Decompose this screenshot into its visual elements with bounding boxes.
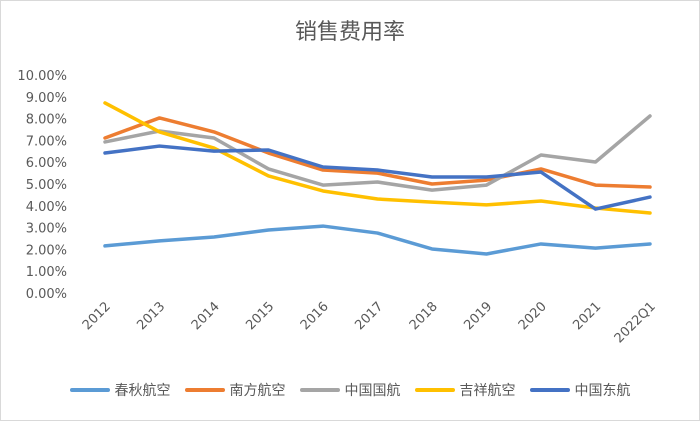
- x-tick-label: 2020: [516, 299, 550, 333]
- y-tick-label: 7.00%: [26, 134, 67, 149]
- chart-title: 销售费用率: [294, 20, 405, 45]
- legend-item: 南方航空: [184, 380, 286, 400]
- y-tick-label: 0.00%: [26, 287, 67, 302]
- legend-item: 春秋航空: [69, 380, 171, 400]
- x-tick-label: 2013: [134, 299, 168, 333]
- x-tick-label: 2018: [407, 299, 441, 333]
- legend-swatch: [414, 388, 455, 392]
- series-line-0: [103, 224, 652, 256]
- legend-label: 吉祥航空: [459, 383, 516, 399]
- y-tick-label: 2.00%: [26, 243, 67, 258]
- y-tick-label: 1.00%: [26, 265, 67, 280]
- x-tick-label: 2014: [189, 299, 223, 333]
- legend-item: 中国国航: [299, 380, 401, 400]
- legend-label: 南方航空: [229, 383, 286, 399]
- legend: 春秋航空 南方航空 中国国航 吉祥航空 中国东航: [0, 380, 700, 400]
- legend-label: 中国东航: [574, 383, 631, 399]
- y-tick-label: 8.00%: [26, 113, 67, 128]
- x-tick-label: 2019: [461, 299, 495, 333]
- y-tick-label: 10.00%: [17, 69, 67, 84]
- x-tick-label: 2016: [298, 299, 332, 333]
- legend-swatch: [299, 388, 340, 392]
- y-tick-label: 5.00%: [26, 178, 67, 193]
- series-line-2: [103, 114, 652, 192]
- legend-swatch: [529, 388, 570, 392]
- legend-swatch: [184, 388, 225, 392]
- y-tick-label: 4.00%: [26, 200, 67, 215]
- x-tick-label: 2015: [243, 299, 277, 333]
- x-tick-label: 2022Q1: [612, 299, 659, 346]
- legend-swatch: [69, 388, 110, 392]
- y-tick-label: 6.00%: [26, 156, 67, 171]
- legend-item: 中国东航: [529, 380, 631, 400]
- legend-label: 春秋航空: [114, 383, 171, 399]
- y-tick-label: 3.00%: [26, 222, 67, 237]
- legend-item: 吉祥航空: [414, 380, 516, 400]
- legend-label: 中国国航: [344, 383, 401, 399]
- x-tick-label: 2017: [352, 299, 386, 333]
- y-tick-label: 9.00%: [26, 91, 67, 106]
- x-tick-label: 2012: [80, 299, 114, 333]
- x-tick-label: 2021: [570, 299, 604, 333]
- series-line-1: [103, 116, 652, 189]
